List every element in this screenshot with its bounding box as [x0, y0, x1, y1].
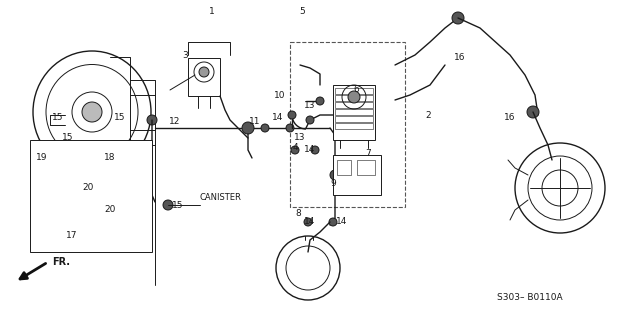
Circle shape [288, 111, 296, 119]
Bar [30, 140, 152, 252]
Text: S303– B0110A: S303– B0110A [497, 293, 563, 302]
Bar [335, 102, 373, 108]
Text: 14: 14 [304, 218, 316, 227]
Circle shape [311, 146, 319, 154]
Text: 10: 10 [274, 91, 286, 100]
Circle shape [82, 102, 102, 122]
Text: 17: 17 [66, 230, 78, 239]
Text: 13: 13 [304, 100, 316, 109]
Bar [333, 85, 375, 140]
Circle shape [242, 122, 254, 134]
Bar [188, 58, 220, 96]
Text: 9: 9 [330, 179, 336, 188]
Text: 6: 6 [353, 85, 359, 94]
Bar [335, 95, 373, 101]
Circle shape [304, 218, 312, 226]
Text: 14: 14 [273, 114, 284, 123]
Circle shape [286, 124, 294, 132]
Text: 18: 18 [104, 154, 116, 163]
Text: 15: 15 [114, 114, 125, 123]
Bar [335, 109, 373, 115]
Bar [70, 158, 86, 184]
Text: 3: 3 [182, 51, 188, 60]
Circle shape [77, 189, 83, 195]
Bar [290, 42, 405, 207]
Text: CANISTER: CANISTER [199, 194, 241, 203]
Bar [78, 148, 88, 158]
Text: 1: 1 [209, 7, 215, 17]
Circle shape [163, 200, 173, 210]
Text: 14: 14 [336, 218, 348, 227]
Circle shape [527, 106, 539, 118]
Text: 2: 2 [425, 110, 431, 119]
Text: 4: 4 [292, 143, 298, 153]
Text: FR.: FR. [52, 257, 70, 267]
Circle shape [147, 115, 157, 125]
Circle shape [80, 150, 86, 156]
Circle shape [348, 91, 360, 103]
Circle shape [291, 146, 299, 154]
Text: 16: 16 [454, 53, 466, 62]
Circle shape [95, 205, 101, 211]
Text: 11: 11 [249, 117, 261, 126]
Circle shape [306, 116, 314, 124]
Text: 13: 13 [294, 133, 306, 142]
Bar [357, 160, 375, 175]
Text: 19: 19 [36, 154, 48, 163]
Bar [335, 116, 373, 122]
Text: 5: 5 [299, 7, 305, 17]
Bar [333, 155, 381, 195]
Text: 7: 7 [365, 148, 371, 157]
Text: 20: 20 [82, 183, 94, 193]
Bar [335, 88, 373, 94]
Text: 16: 16 [504, 114, 516, 123]
Text: 15: 15 [172, 201, 184, 210]
Circle shape [452, 12, 464, 24]
Text: 12: 12 [169, 117, 180, 126]
Circle shape [329, 218, 337, 226]
Bar [335, 123, 373, 129]
Text: 15: 15 [53, 114, 64, 123]
Bar [58, 148, 68, 158]
Circle shape [316, 97, 324, 105]
Text: 14: 14 [304, 146, 316, 155]
Text: 8: 8 [295, 209, 301, 218]
Text: 20: 20 [104, 205, 116, 214]
Circle shape [60, 150, 66, 156]
Text: 15: 15 [62, 133, 74, 142]
Bar [337, 160, 351, 175]
Circle shape [330, 170, 340, 180]
Circle shape [199, 67, 209, 77]
Circle shape [261, 124, 269, 132]
